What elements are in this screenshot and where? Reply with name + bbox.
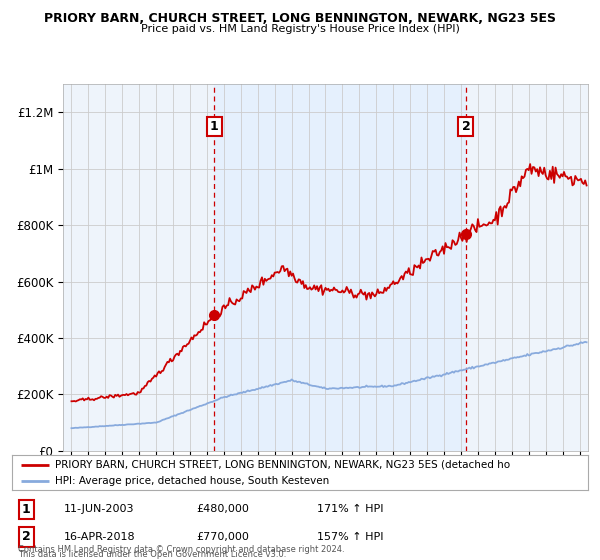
Text: £480,000: £480,000 (196, 504, 249, 514)
Text: 11-JUN-2003: 11-JUN-2003 (64, 504, 134, 514)
Text: PRIORY BARN, CHURCH STREET, LONG BENNINGTON, NEWARK, NG23 5ES (detached ho: PRIORY BARN, CHURCH STREET, LONG BENNING… (55, 460, 511, 470)
Text: 1: 1 (210, 120, 219, 133)
Text: £770,000: £770,000 (196, 532, 249, 542)
Text: 171% ↑ HPI: 171% ↑ HPI (317, 504, 384, 514)
Text: 2: 2 (461, 120, 470, 133)
Bar (214, 84, 466, 451)
Text: 157% ↑ HPI: 157% ↑ HPI (317, 532, 384, 542)
Text: PRIORY BARN, CHURCH STREET, LONG BENNINGTON, NEWARK, NG23 5ES: PRIORY BARN, CHURCH STREET, LONG BENNING… (44, 12, 556, 25)
Text: HPI: Average price, detached house, South Kesteven: HPI: Average price, detached house, Sout… (55, 475, 329, 486)
Text: 2: 2 (22, 530, 31, 543)
Text: Contains HM Land Registry data © Crown copyright and database right 2024.: Contains HM Land Registry data © Crown c… (18, 545, 344, 554)
Text: This data is licensed under the Open Government Licence v3.0.: This data is licensed under the Open Gov… (18, 550, 286, 559)
Text: 16-APR-2018: 16-APR-2018 (64, 532, 136, 542)
Text: 1: 1 (22, 503, 31, 516)
Text: Price paid vs. HM Land Registry's House Price Index (HPI): Price paid vs. HM Land Registry's House … (140, 24, 460, 34)
